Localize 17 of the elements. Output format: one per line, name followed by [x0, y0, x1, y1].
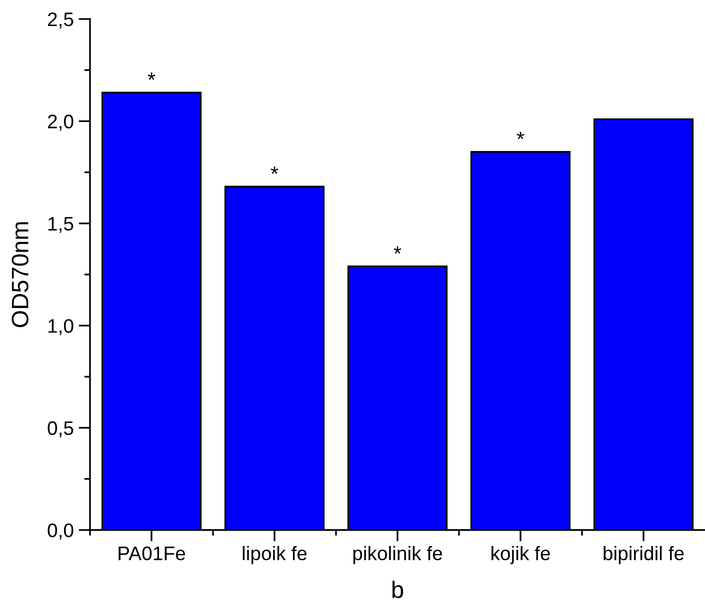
- x-tick-label: bipiridil fe: [604, 546, 684, 564]
- x-tick-label: kojik fe: [492, 546, 550, 564]
- y-tick-label: 1,5: [48, 217, 74, 233]
- x-tick-label: pikolinik fe: [353, 546, 442, 564]
- y-tick-label: 1,0: [48, 319, 74, 336]
- x-tick-label: lipoik fe: [242, 546, 307, 564]
- y-tick-label: 2,5: [48, 12, 74, 29]
- x-tick-label: PA01Fe: [118, 546, 186, 560]
- annotation: *: [516, 132, 524, 140]
- x-axis-title: b: [392, 580, 404, 598]
- annotation: *: [270, 166, 278, 174]
- y-axis-title: OD570nm: [12, 222, 28, 328]
- annotation: *: [148, 72, 156, 80]
- y-tick-label: 0,5: [48, 421, 74, 438]
- y-tick-label: 0,0: [48, 523, 74, 540]
- annotation: *: [394, 246, 402, 254]
- y-tick-label: 2,0: [48, 114, 74, 131]
